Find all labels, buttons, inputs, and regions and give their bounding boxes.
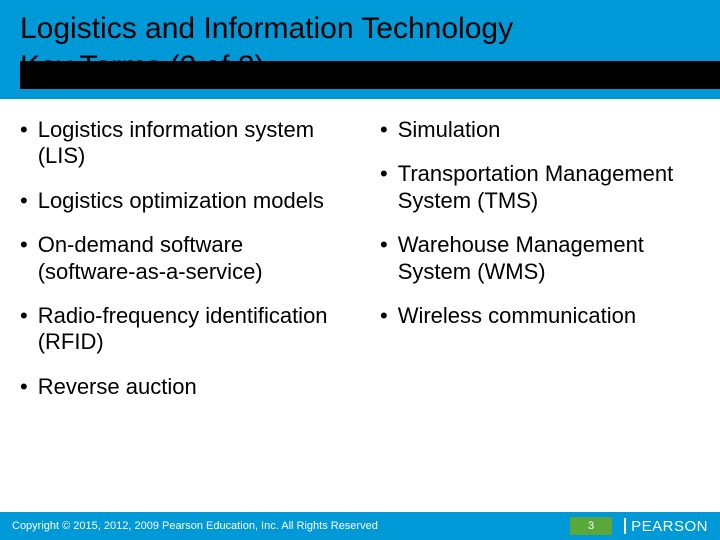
bullet-icon: • <box>380 303 388 329</box>
copyright-text: Copyright © 2015, 2012, 2009 Pearson Edu… <box>12 520 570 532</box>
page-number: 3 <box>570 517 612 535</box>
list-item: • Warehouse Management System (WMS) <box>380 232 700 285</box>
bullet-text: Warehouse Management System (WMS) <box>398 232 700 285</box>
bullet-text: Transportation Management System (TMS) <box>398 161 700 214</box>
list-item: • Simulation <box>380 117 700 143</box>
list-item: • Transportation Management System (TMS) <box>380 161 700 214</box>
logo-text: PEARSON <box>631 518 708 535</box>
list-item: • Radio-frequency identification (RFID) <box>20 303 340 356</box>
left-column: • Logistics information system (LIS) • L… <box>20 117 340 418</box>
bullet-text: Logistics information system (LIS) <box>38 117 340 170</box>
bullet-text: Reverse auction <box>38 374 197 400</box>
slide-content: • Logistics information system (LIS) • L… <box>0 99 720 418</box>
title-line-1: Logistics and Information Technology <box>20 12 513 45</box>
logo-bar-icon <box>624 518 626 534</box>
bullet-icon: • <box>20 232 28 285</box>
slide-header: Logistics and Information Technology Key… <box>0 0 720 99</box>
bullet-icon: • <box>20 374 28 400</box>
bullet-icon: • <box>380 161 388 214</box>
bullet-text: Simulation <box>398 117 501 143</box>
bullet-icon: • <box>380 232 388 285</box>
pearson-logo: PEARSON <box>624 518 708 535</box>
slide-title: Logistics and Information Technology Key… <box>20 10 700 85</box>
bullet-text: On-demand software (software-as-a-servic… <box>38 232 340 285</box>
bullet-text: Logistics optimization models <box>38 188 324 214</box>
list-item: • Reverse auction <box>20 374 340 400</box>
bullet-icon: • <box>20 117 28 170</box>
bullet-text: Wireless communication <box>398 303 636 329</box>
list-item: • Logistics optimization models <box>20 188 340 214</box>
title-line-2: Key Terms (2 of 2) <box>20 50 265 83</box>
list-item: • Logistics information system (LIS) <box>20 117 340 170</box>
bullet-icon: • <box>380 117 388 143</box>
list-item: • Wireless communication <box>380 303 700 329</box>
bullet-icon: • <box>20 188 28 214</box>
list-item: • On-demand software (software-as-a-serv… <box>20 232 340 285</box>
right-column: • Simulation • Transportation Management… <box>380 117 700 418</box>
bullet-text: Radio-frequency identification (RFID) <box>38 303 340 356</box>
bullet-icon: • <box>20 303 28 356</box>
slide-footer: Copyright © 2015, 2012, 2009 Pearson Edu… <box>0 512 720 540</box>
